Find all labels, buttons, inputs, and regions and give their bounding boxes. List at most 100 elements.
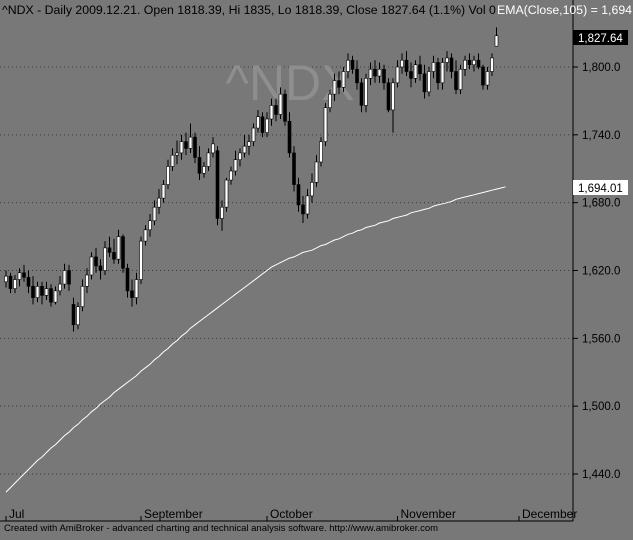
candle-body: [341, 71, 346, 88]
candle: [112, 238, 116, 264]
candle: [413, 60, 418, 83]
candle-body: [431, 62, 436, 72]
candle-body: [265, 118, 269, 133]
candle-body: [377, 68, 382, 77]
y-tick-label: 1,500.0: [582, 401, 620, 413]
candle: [296, 177, 301, 212]
candle: [98, 259, 103, 280]
candle-body: [323, 107, 328, 142]
candle: [269, 98, 274, 126]
candle-body: [481, 66, 485, 86]
candle: [58, 276, 62, 296]
candle-body: [134, 279, 139, 298]
candle: [476, 53, 481, 70]
candle: [157, 189, 161, 214]
candle: [143, 225, 148, 246]
y-tick-label: 1,440.0: [582, 469, 620, 481]
candle: [350, 55, 355, 74]
candle-body: [224, 179, 229, 208]
candle: [103, 241, 107, 276]
candle-body: [62, 270, 67, 285]
candle: [409, 62, 413, 88]
candle-body: [472, 59, 476, 66]
candle: [373, 60, 377, 83]
candle: [134, 272, 139, 305]
candle-body: [404, 59, 409, 72]
candle: [382, 64, 386, 90]
candle: [44, 281, 49, 300]
candle: [323, 103, 328, 147]
candle-body: [67, 270, 71, 285]
candle: [242, 134, 247, 158]
candle: [364, 73, 368, 113]
candle-body: [193, 136, 197, 158]
candle: [368, 62, 373, 86]
candle-body: [436, 62, 440, 84]
candle: [494, 27, 499, 47]
candle-body: [490, 57, 494, 72]
candle: [319, 137, 323, 167]
candle-body: [89, 256, 94, 276]
candle-body: [440, 62, 445, 84]
x-axis: Jul September October November December: [5, 507, 577, 521]
candle: [251, 123, 256, 147]
candle-body: [148, 220, 152, 231]
x-tick-label: September: [144, 507, 203, 521]
candle-body: [143, 229, 148, 242]
candle: [314, 155, 319, 187]
candle-body: [121, 236, 125, 269]
candle-body: [494, 35, 499, 47]
candle-body: [458, 68, 463, 90]
candle-body: [301, 204, 305, 215]
candle: [355, 60, 359, 90]
candle-body: [238, 152, 242, 161]
candle: [481, 64, 485, 90]
candle-body: [269, 105, 274, 120]
candle: [8, 272, 13, 294]
candle-body: [476, 59, 481, 68]
candle-body: [445, 57, 449, 63]
candle: [485, 67, 490, 90]
candle: [436, 57, 440, 90]
candle: [130, 279, 134, 307]
y-tick-label: 1,740.0: [582, 130, 620, 142]
candle-body: [112, 252, 116, 260]
last-close-badge: 1,827.64: [578, 33, 623, 45]
candle: [265, 112, 269, 138]
candle-body: [395, 66, 400, 84]
candle-body: [409, 71, 413, 79]
candle: [62, 263, 67, 289]
candle: [215, 146, 220, 226]
candle: [26, 270, 31, 294]
candle-body: [116, 236, 121, 260]
candle-body: [274, 105, 278, 115]
candle: [337, 71, 341, 95]
candle-body: [427, 71, 431, 93]
candle: [125, 263, 130, 298]
candle: [386, 78, 391, 113]
candle: [377, 62, 382, 83]
candle-body: [242, 145, 247, 154]
candle-body: [17, 272, 22, 280]
candle: [166, 159, 170, 190]
candle-body: [170, 154, 175, 167]
candle-body: [332, 80, 337, 95]
candle: [202, 161, 206, 178]
candle: [85, 268, 89, 294]
candle-body: [328, 93, 332, 108]
candle-body: [350, 59, 355, 70]
candle: [449, 53, 454, 79]
ema-line-layer: [5, 186, 506, 493]
candle: [400, 53, 404, 74]
candle-body: [58, 283, 62, 292]
candle-body: [449, 57, 454, 72]
candle-body: [44, 288, 49, 296]
candle-body: [283, 93, 287, 122]
candle: [71, 297, 76, 332]
candle: [35, 281, 40, 303]
candle: [287, 112, 292, 158]
candle-body: [260, 116, 265, 133]
candle: [53, 286, 58, 305]
